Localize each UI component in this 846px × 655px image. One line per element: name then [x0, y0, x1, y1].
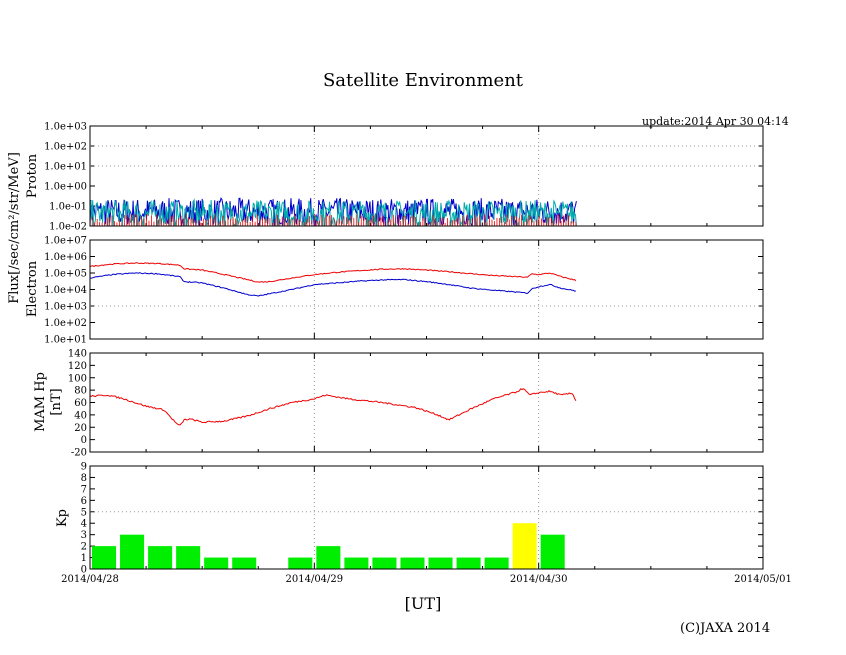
x-tick-label: 2014/05/01 [734, 574, 792, 585]
y-tick-label: 1.0e+04 [44, 285, 87, 296]
kp-bar [372, 557, 397, 569]
kp-bar [148, 546, 173, 569]
y-tick-label: 5 [81, 507, 87, 518]
y-tick-label: -20 [71, 448, 87, 459]
kp-bar [316, 546, 341, 569]
series-electron-red [90, 262, 577, 283]
chart-title: Satellite Environment [322, 70, 524, 91]
y-tick-label: 9 [81, 462, 87, 473]
kp-bar [92, 546, 117, 569]
series-proton-blue [90, 197, 577, 226]
kp-bar [512, 523, 537, 569]
y-tick-label: 140 [68, 349, 87, 360]
proton-axis-label: Proton [25, 153, 40, 198]
y-tick-label: 1.0e+01 [44, 162, 87, 173]
series-electron-blue [90, 272, 576, 297]
y-tick-label: 1.0e+01 [44, 335, 87, 346]
y-tick-label: 120 [68, 361, 87, 372]
y-tick-label: 1.0e+03 [44, 122, 87, 133]
y-tick-label: 4 [81, 519, 87, 530]
kp-bar [400, 557, 425, 569]
kp-bar [204, 557, 229, 569]
y-tick-label: 1.0e-01 [49, 202, 87, 213]
x-tick-label: 2014/04/28 [61, 574, 119, 585]
copyright: (C)JAXA 2014 [680, 621, 771, 636]
kp-bar [344, 557, 369, 569]
nt-unit-label: [nT] [49, 388, 64, 415]
y-tick-label: 1.0e+03 [44, 302, 87, 313]
y-tick-label: 1.0e+07 [44, 236, 87, 247]
x-axis-label: [UT] [404, 594, 442, 613]
kp-bar [428, 557, 453, 569]
y-tick-label: 1.0e+05 [44, 269, 87, 280]
y-tick-label: 100 [68, 373, 87, 384]
kp-bar [456, 557, 481, 569]
flux-axis-label: Flux[/sec/cm²/str/MeV] [7, 152, 22, 304]
panel-frame-electron [89, 239, 764, 340]
y-tick-label: 3 [81, 530, 87, 541]
x-tick-label: 2014/04/30 [510, 574, 568, 585]
update-timestamp: update:2014 Apr 30 04:14 [642, 115, 789, 128]
y-tick-label: 1 [81, 553, 87, 564]
kp-bar [540, 534, 565, 569]
y-tick-label: 0 [81, 435, 87, 446]
kp-bar [176, 546, 201, 569]
y-tick-label: 6 [81, 496, 87, 507]
y-tick-label: 8 [81, 473, 87, 484]
y-tick-label: 1.0e+02 [44, 142, 87, 153]
x-tick-label: 2014/04/29 [286, 574, 344, 585]
kp-bar [232, 557, 257, 569]
panel-frame-kp [89, 465, 764, 570]
y-tick-label: 80 [74, 386, 87, 397]
mam-hp-axis-label: MAM Hp [33, 372, 48, 432]
y-tick-label: 1.0e-02 [49, 222, 87, 233]
kp-bar [120, 534, 145, 569]
y-tick-label: 20 [74, 423, 87, 434]
series-hp-red [90, 388, 577, 426]
electron-axis-label: Electron [25, 260, 40, 317]
y-tick-label: 1.0e+06 [44, 252, 87, 263]
kp-bar [288, 557, 313, 569]
series-proton-green [90, 198, 577, 226]
panel-frame-proton [89, 125, 764, 227]
y-tick-label: 1.0e+02 [44, 318, 87, 329]
kp-axis-label: Kp [55, 509, 70, 527]
y-tick-label: 60 [74, 398, 87, 409]
y-tick-label: 40 [74, 410, 87, 421]
panel-frame-mam-hp [89, 352, 764, 453]
y-tick-label: 1.0e+00 [44, 182, 87, 193]
y-tick-label: 0 [81, 565, 87, 576]
y-tick-label: 2 [81, 542, 87, 553]
y-tick-label: 7 [81, 484, 87, 495]
kp-bar [484, 557, 509, 569]
